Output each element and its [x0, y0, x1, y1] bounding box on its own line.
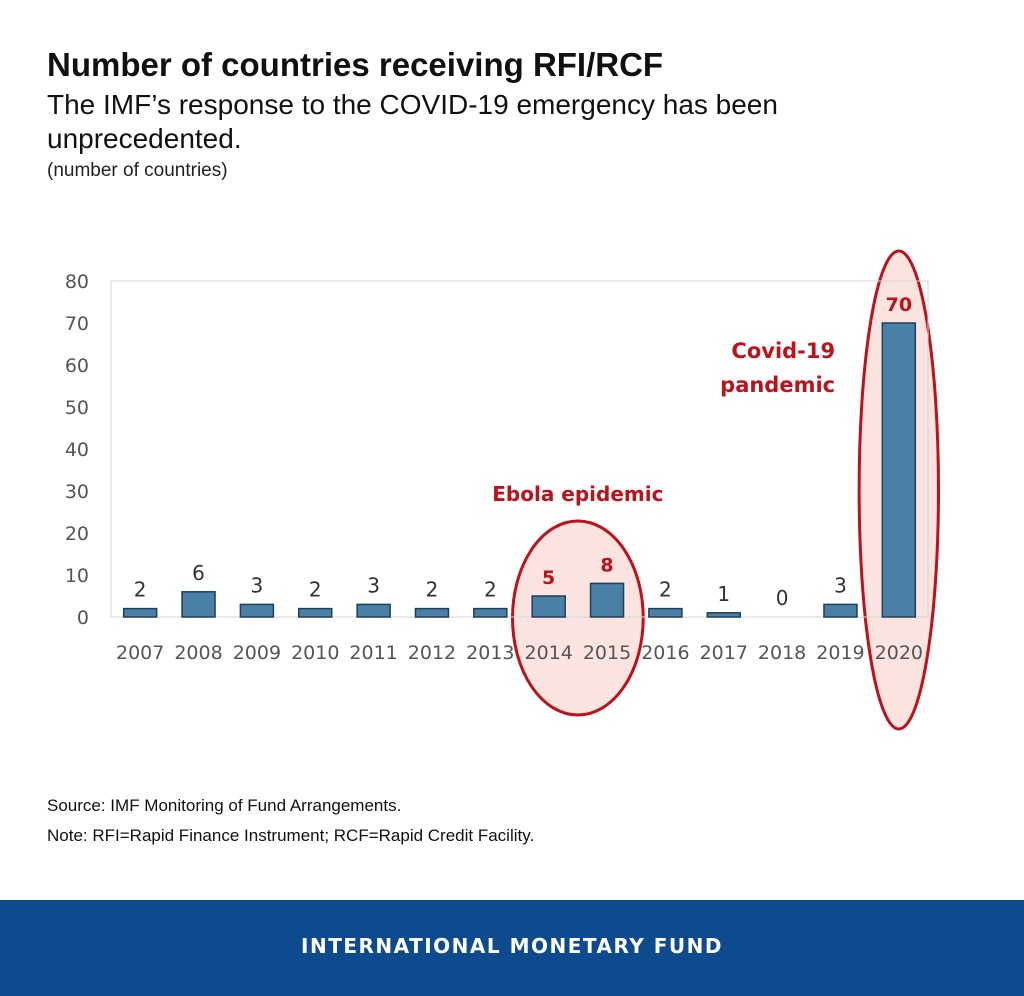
x-tick-label: 2011 — [349, 642, 397, 664]
x-tick-label: 2007 — [116, 642, 164, 664]
bar-2017 — [706, 612, 741, 618]
chart-title: Number of countries receiving RFI/RCF — [47, 46, 664, 83]
bar-2016 — [648, 607, 683, 618]
source-note: Source: IMF Monitoring of Fund Arrangeme… — [47, 796, 402, 815]
data-label: 70 — [886, 294, 912, 316]
y-tick-label: 60 — [65, 355, 89, 377]
data-label: 2 — [484, 578, 497, 602]
x-tick-label: 2019 — [816, 642, 864, 664]
footer-banner: INTERNATIONAL MONETARY FUND — [0, 900, 1024, 996]
bar-2013 — [473, 607, 508, 618]
data-label: 2 — [309, 578, 322, 602]
y-tick-label: 80 — [65, 271, 89, 293]
annotation-label: Ebola epidemic — [492, 482, 663, 506]
annotation-label: pandemic — [720, 373, 835, 397]
bar-2009 — [239, 603, 275, 618]
x-tick-label: 2015 — [583, 642, 631, 664]
abbreviation-note: Note: RFI=Rapid Finance Instrument; RCF=… — [47, 826, 535, 845]
data-label: 3 — [251, 573, 264, 597]
annotation-label: Covid-19 — [731, 339, 835, 363]
data-label: 5 — [542, 567, 555, 589]
x-tick-label: 2013 — [466, 642, 514, 664]
x-tick-label: 2009 — [233, 642, 281, 664]
x-tick-label: 2020 — [875, 642, 923, 664]
bar-2020 — [881, 322, 917, 618]
data-label: 0 — [776, 586, 789, 610]
bar-2011 — [356, 603, 391, 618]
bar-2012 — [414, 607, 450, 618]
chart-subtitle: The IMF’s response to the COVID-19 emerg… — [47, 89, 778, 154]
plot-area-frame — [110, 280, 929, 618]
y-tick-label: 50 — [65, 397, 89, 419]
annotation-ellipse — [510, 519, 645, 717]
data-label: 2 — [426, 578, 439, 602]
bar-2014 — [531, 595, 566, 618]
data-label: 2 — [134, 578, 147, 602]
y-tick-label: 0 — [77, 607, 89, 629]
y-tick-label: 30 — [65, 481, 89, 503]
x-tick-label: 2008 — [174, 642, 222, 664]
bar-2007 — [122, 607, 158, 618]
data-label: 3 — [834, 573, 847, 597]
y-tick-label: 40 — [65, 439, 89, 461]
y-tick-label: 10 — [65, 565, 89, 587]
y-tick-label: 20 — [65, 523, 89, 545]
data-label: 2 — [659, 578, 672, 602]
data-label: 3 — [367, 573, 380, 597]
units-label: (number of countries) — [47, 160, 228, 181]
x-tick-label: 2012 — [408, 642, 456, 664]
data-label: 1 — [717, 582, 730, 606]
bar-2015 — [589, 582, 625, 618]
x-tick-label: 2014 — [524, 642, 572, 664]
x-tick-label: 2010 — [291, 642, 339, 664]
organization-name: INTERNATIONAL MONETARY FUND — [301, 934, 723, 958]
bar-chart: 0102030405060708022007620083200922010320… — [65, 249, 941, 731]
y-tick-label: 70 — [65, 313, 89, 335]
bar-2008 — [181, 591, 216, 618]
bar-2019 — [823, 603, 858, 618]
x-tick-label: 2016 — [641, 642, 689, 664]
bar-2010 — [298, 607, 333, 618]
data-label: 8 — [600, 554, 613, 576]
x-tick-label: 2018 — [758, 642, 806, 664]
data-label: 6 — [192, 561, 205, 585]
x-tick-label: 2017 — [700, 642, 748, 664]
